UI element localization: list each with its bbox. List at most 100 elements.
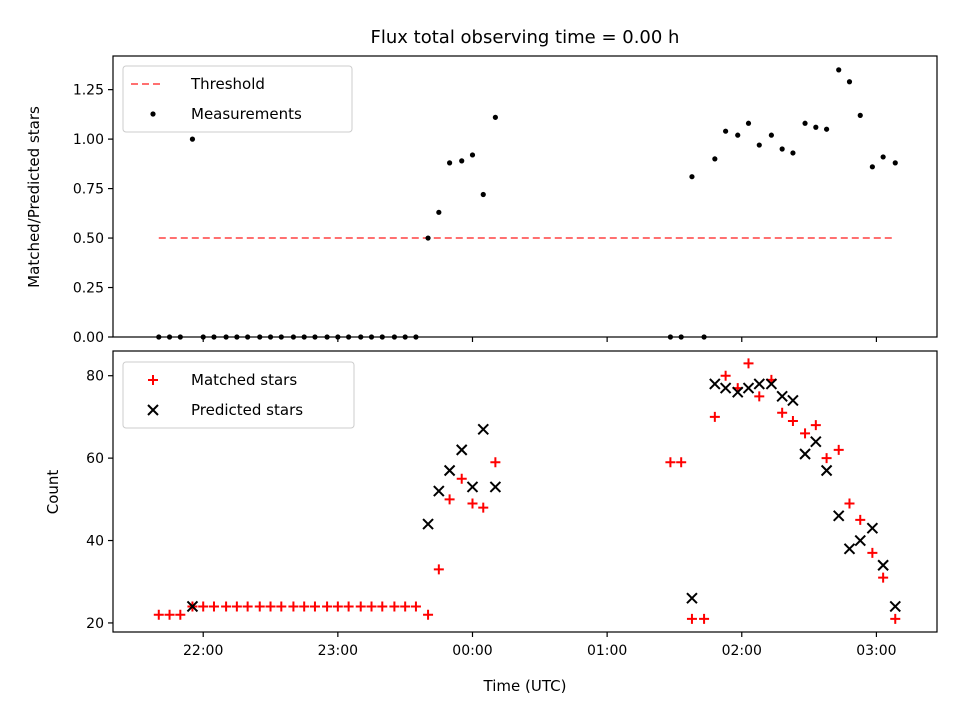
data-point xyxy=(231,601,242,612)
data-point xyxy=(444,494,455,505)
data-point xyxy=(756,142,762,148)
chart-title: Flux total observing time = 0.00 h xyxy=(371,27,680,48)
data-point xyxy=(492,114,498,120)
legend-swatch xyxy=(150,111,156,117)
y-tick-label: 40 xyxy=(86,534,104,550)
y-tick-label: 20 xyxy=(86,616,104,632)
data-point xyxy=(355,601,366,612)
data-point xyxy=(309,601,320,612)
data-point xyxy=(221,601,232,612)
data-point xyxy=(478,502,489,513)
legend-label: Matched stars xyxy=(191,371,297,389)
data-point xyxy=(866,522,879,534)
data-point xyxy=(322,601,333,612)
data-point xyxy=(754,391,765,402)
y-tick-label: 1.25 xyxy=(73,83,104,99)
data-point xyxy=(889,600,901,613)
data-point xyxy=(410,601,421,612)
data-point xyxy=(175,609,186,620)
data-point xyxy=(810,420,821,431)
data-point xyxy=(400,601,411,612)
ylabel-count: Count xyxy=(44,470,62,515)
data-point xyxy=(867,547,878,558)
data-point xyxy=(676,457,687,468)
data-point xyxy=(208,601,219,612)
series-matched-stars xyxy=(153,358,901,624)
data-point xyxy=(846,79,853,85)
data-point xyxy=(686,592,698,604)
x-axis-label: Time (UTC) xyxy=(483,677,567,695)
plot-frame xyxy=(112,350,938,633)
data-point xyxy=(857,112,863,118)
x-tick-label: 01:00 xyxy=(587,643,627,659)
legend-label: Measurements xyxy=(191,105,302,123)
data-point xyxy=(366,601,377,612)
data-point xyxy=(377,601,388,612)
data-point xyxy=(843,543,856,555)
data-point xyxy=(777,407,788,418)
x-tick-label: 23:00 xyxy=(318,643,358,659)
data-point xyxy=(456,444,468,456)
data-point xyxy=(153,609,164,620)
data-point xyxy=(466,481,479,493)
data-point xyxy=(712,156,718,162)
data-point xyxy=(877,559,889,571)
data-point xyxy=(742,382,755,394)
data-point xyxy=(833,510,845,522)
plot-frame xyxy=(112,55,938,338)
series-predicted-stars xyxy=(186,378,901,613)
data-point xyxy=(425,235,431,241)
y-tick-label: 60 xyxy=(86,451,104,467)
data-point xyxy=(198,601,209,612)
data-point xyxy=(855,514,866,525)
data-point xyxy=(723,128,729,134)
data-point xyxy=(389,601,400,612)
data-point xyxy=(732,386,744,398)
x-tick-label: 03:00 xyxy=(856,643,896,659)
data-point xyxy=(699,613,710,624)
data-point xyxy=(189,136,196,142)
x-tick-label: 00:00 xyxy=(452,643,492,659)
x-tick-label: 22:00 xyxy=(183,643,223,659)
legend-swatch xyxy=(148,375,158,385)
data-point xyxy=(844,498,855,509)
data-point xyxy=(854,534,866,547)
data-point xyxy=(433,564,444,575)
data-point xyxy=(719,382,732,394)
data-point xyxy=(489,481,502,493)
data-point xyxy=(443,464,456,477)
data-point xyxy=(490,457,501,468)
legend: Threshold Measurements xyxy=(122,65,353,133)
legend: Matched stars Predicted stars xyxy=(122,361,355,429)
data-point xyxy=(823,126,830,132)
data-point xyxy=(813,124,819,130)
data-point xyxy=(254,601,265,612)
data-point xyxy=(689,174,695,180)
data-point xyxy=(880,154,886,160)
data-point xyxy=(288,601,299,612)
legend-swatch xyxy=(147,404,159,416)
data-point xyxy=(790,150,796,156)
data-point xyxy=(720,370,731,381)
x-tick-label: 02:00 xyxy=(722,643,762,659)
legend-box xyxy=(122,361,355,429)
data-point xyxy=(787,416,798,427)
data-point xyxy=(779,146,785,152)
data-point xyxy=(186,600,199,613)
data-point xyxy=(799,448,811,460)
data-point xyxy=(242,601,253,612)
data-point xyxy=(820,464,833,477)
data-point xyxy=(753,378,765,390)
data-point xyxy=(480,191,486,198)
data-point xyxy=(447,160,453,166)
data-point xyxy=(745,120,752,126)
data-point xyxy=(890,613,901,624)
data-point xyxy=(265,601,276,612)
data-point xyxy=(423,609,434,620)
data-point xyxy=(164,609,175,620)
data-point xyxy=(459,158,465,164)
data-point xyxy=(422,518,434,530)
data-point xyxy=(810,435,822,448)
ylabel-ratio: Matched/Predicted stars xyxy=(25,106,43,288)
data-point xyxy=(456,473,467,484)
